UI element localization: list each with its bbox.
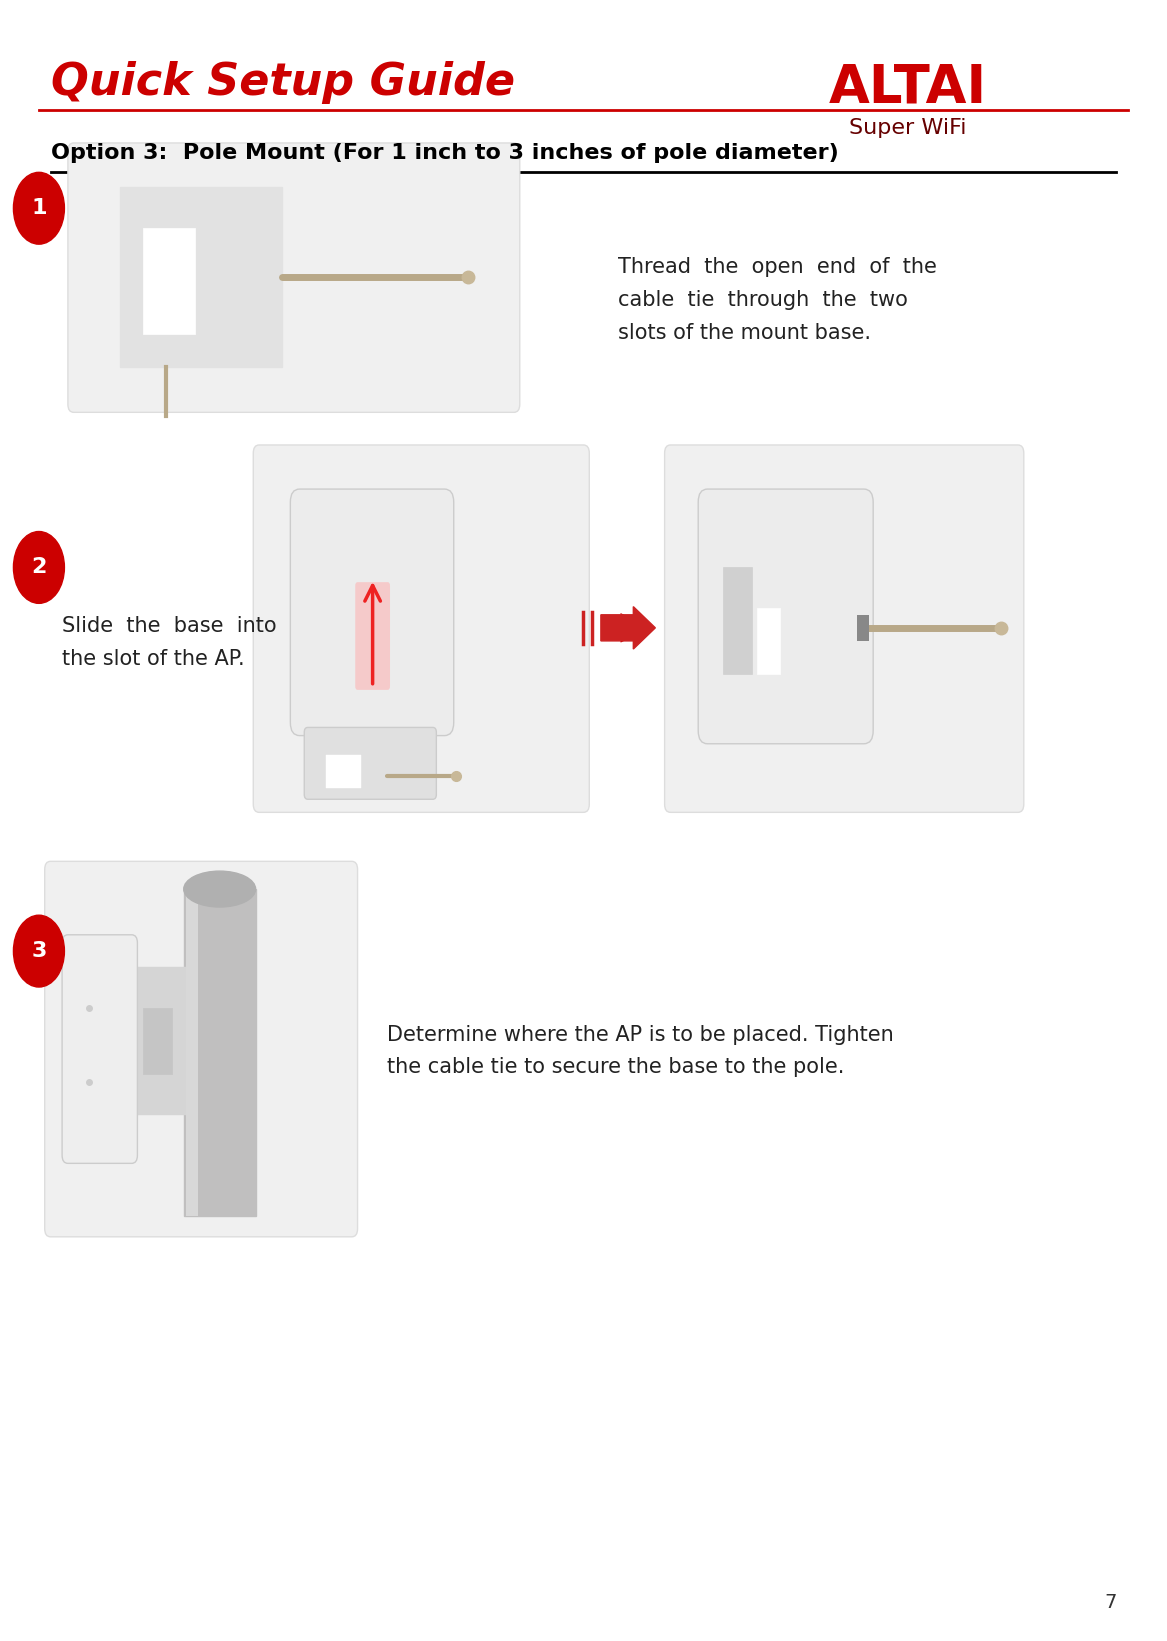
FancyBboxPatch shape [305,727,436,799]
Bar [757,609,781,673]
Bar [120,187,282,366]
Text: ALTAI: ALTAI [829,61,987,113]
Bar [186,889,197,1216]
Bar [183,889,256,1216]
Text: Determine where the AP is to be placed. Tighten
the cable tie to secure the base: Determine where the AP is to be placed. … [386,1024,893,1078]
Text: 3: 3 [32,940,47,962]
Bar [126,968,189,1114]
Bar [144,1008,173,1073]
FancyBboxPatch shape [62,935,138,1163]
Text: Super WiFi: Super WiFi [850,118,966,138]
FancyBboxPatch shape [68,143,519,412]
Bar [857,615,868,642]
Bar [327,755,361,788]
Text: Option 3:  Pole Mount (For 1 inch to 3 inches of pole diameter): Option 3: Pole Mount (For 1 inch to 3 in… [50,143,838,162]
Circle shape [14,916,64,986]
FancyBboxPatch shape [44,862,357,1237]
FancyBboxPatch shape [698,489,873,743]
Text: Thread  the  open  end  of  the
cable  tie  through  the  two
slots of the mount: Thread the open end of the cable tie thr… [619,258,937,343]
Bar [144,228,195,335]
Text: 2: 2 [32,558,47,578]
FancyBboxPatch shape [253,445,589,812]
Circle shape [14,172,64,245]
Text: Quick Setup Guide: Quick Setup Guide [50,61,515,105]
Polygon shape [601,607,656,650]
Circle shape [14,532,64,604]
FancyBboxPatch shape [291,489,454,735]
Ellipse shape [183,871,256,907]
Bar [722,568,752,673]
Text: Slide  the  base  into
the slot of the AP.: Slide the base into the slot of the AP. [62,617,277,670]
Text: 7: 7 [1104,1593,1117,1613]
Text: 1: 1 [32,199,47,218]
FancyBboxPatch shape [665,445,1023,812]
FancyBboxPatch shape [355,583,390,689]
